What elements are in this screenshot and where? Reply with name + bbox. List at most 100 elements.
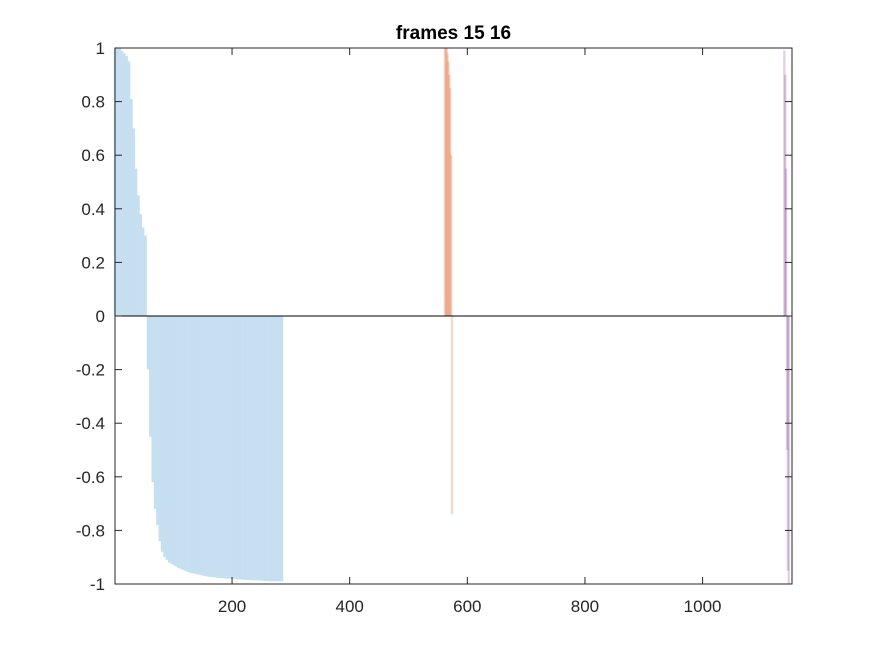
bar (144, 235, 147, 316)
bar (224, 316, 227, 579)
bar (182, 316, 185, 571)
bar (156, 316, 159, 526)
x-tick-label: 600 (453, 597, 481, 616)
bar (189, 316, 192, 573)
y-tick-label: 0.8 (81, 93, 105, 112)
bar (243, 316, 246, 580)
bar (784, 168, 788, 316)
bar (149, 316, 152, 437)
bar (236, 316, 239, 580)
bar (203, 316, 206, 576)
bar (445, 48, 448, 316)
bar (226, 316, 230, 579)
bar (787, 316, 790, 584)
bar (448, 74, 451, 316)
y-tick-label: 0 (96, 307, 105, 326)
y-tick-label: -1 (90, 575, 105, 594)
bar (247, 316, 251, 580)
y-axis-ticks: 1 0.8 0.6 0.4 0.2 0 -0.2 -0.4 -0.6 -0.8 -1 (76, 39, 792, 594)
bar (254, 316, 258, 581)
bar (153, 316, 157, 509)
bar (257, 316, 260, 581)
bar (212, 316, 216, 578)
y-tick-label: -0.6 (76, 468, 105, 487)
bar (163, 316, 166, 558)
y-tick-label: 1 (96, 39, 105, 58)
bar (446, 53, 449, 317)
x-tick-label: 200 (218, 597, 246, 616)
bar (233, 316, 237, 580)
x-axis-ticks: 200 400 600 800 1000 (218, 48, 722, 616)
bar (179, 316, 183, 569)
bar (229, 316, 232, 579)
bar (443, 48, 447, 316)
bar (127, 61, 131, 317)
bar (177, 316, 180, 568)
y-tick-label: 0.4 (81, 200, 105, 219)
bar (276, 316, 279, 582)
bar (198, 316, 201, 575)
bar (184, 316, 187, 572)
x-tick-label: 400 (335, 597, 363, 616)
bar (146, 316, 150, 370)
x-tick-label: 800 (571, 597, 599, 616)
bar (280, 316, 284, 582)
bar (449, 155, 453, 316)
bar (200, 316, 204, 576)
bar (222, 316, 225, 579)
bar (142, 227, 145, 316)
bar (174, 316, 178, 567)
bar (116, 48, 119, 316)
bar (447, 61, 450, 317)
bar (259, 316, 263, 581)
bar (262, 316, 265, 581)
bar (252, 316, 256, 581)
bar (219, 316, 223, 579)
bar (120, 50, 124, 317)
bar (210, 316, 213, 578)
bar (130, 98, 133, 316)
bar (240, 316, 244, 580)
bar (165, 316, 168, 560)
bar (193, 316, 197, 574)
bar (450, 316, 454, 515)
bar (172, 316, 176, 566)
bar (139, 214, 143, 316)
y-tick-label: -0.8 (76, 521, 105, 540)
chart-title: frames 15 16 (396, 23, 511, 44)
bar (137, 195, 140, 316)
bar (167, 316, 171, 563)
bar (783, 50, 786, 317)
bar (278, 316, 281, 582)
bar (186, 316, 190, 572)
y-tick-label: 0.2 (81, 253, 105, 272)
bar (151, 316, 154, 483)
bar (214, 316, 218, 578)
y-tick-label: -0.2 (76, 361, 105, 380)
bar (160, 316, 164, 552)
bar (271, 316, 274, 582)
bar (444, 48, 448, 316)
y-tick-label: 0.6 (81, 146, 105, 165)
bar (273, 316, 277, 582)
bar (196, 316, 199, 575)
bar (238, 316, 241, 580)
bar (134, 168, 138, 316)
bar (785, 316, 789, 450)
bar (205, 316, 208, 577)
bars-layer (113, 48, 790, 584)
series-2 (443, 48, 454, 515)
bar (784, 74, 787, 316)
bar (158, 316, 161, 542)
bar (266, 316, 270, 582)
bar (207, 316, 211, 577)
bar (118, 48, 121, 316)
x-tick-label: 1000 (684, 597, 722, 616)
bar (786, 316, 790, 571)
bar (132, 128, 136, 316)
bar (264, 316, 267, 582)
bar (191, 316, 194, 574)
bar (231, 316, 234, 580)
